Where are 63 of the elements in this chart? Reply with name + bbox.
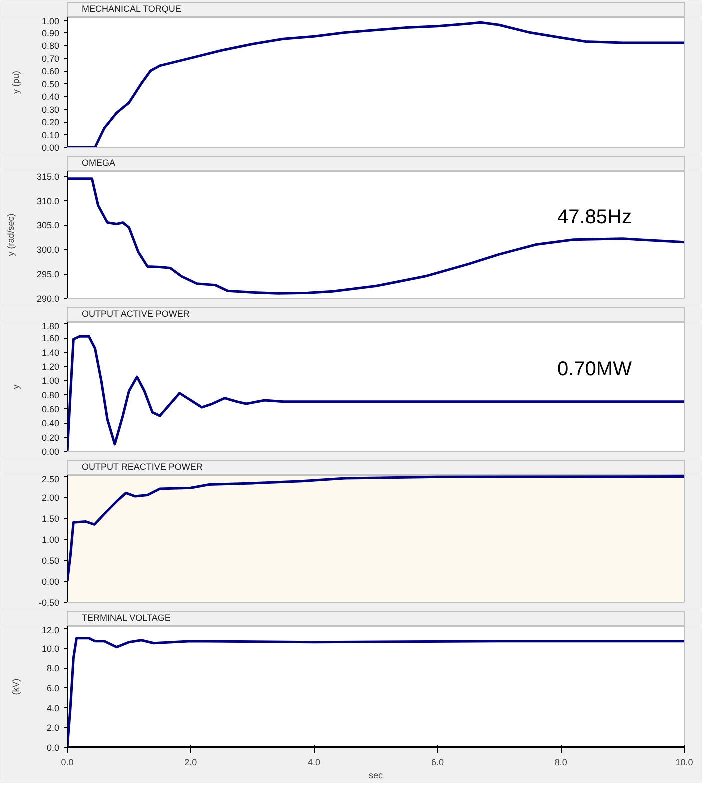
series-label: OUTPUT REACTIVE POWER [82,462,203,472]
y-tick-label: 1.00 [42,16,60,26]
series-label: OUTPUT ACTIVE POWER [82,309,190,319]
x-tick-label: 0.0 [61,758,74,768]
y-tick-label: 0.00 [42,143,60,153]
y-tick-label: 0.00 [42,447,60,457]
line-series [68,178,684,295]
y-tick-label: 4.0 [46,703,60,714]
y-tick-label: 0.80 [42,41,60,52]
x-tick-label: 10.0 [676,758,694,768]
y-tick-label: 1.00 [42,376,60,386]
y-tick-label: 1.60 [42,334,60,344]
y-axis-title: y [10,384,21,390]
y-tick-label: 0.60 [42,66,60,77]
y-axis-title: y (pu) [10,70,21,94]
y-tick-label: 0.30 [42,104,60,115]
y-tick-label: 1.20 [42,362,60,372]
y-tick-label: 8.0 [46,664,60,674]
y-tick-label: 310.0 [36,196,60,206]
y-tick-label: 0.20 [42,432,60,443]
y-tick-label: 1.50 [42,514,60,524]
y-tick-label: 2.0 [46,723,60,734]
y-tick-label: 300.0 [36,245,60,256]
x-tick-label: 6.0 [431,758,444,768]
y-tick-label: 0.60 [42,404,60,414]
y-tick-label: 1.80 [42,322,60,332]
y-tick-label: 6.0 [46,683,60,694]
annotation: 47.85Hz [558,206,632,229]
x-tick-label: 2.0 [184,758,198,768]
y-tick-label: 295.0 [36,270,60,280]
y-tick-label: 305.0 [36,220,60,231]
y-tick-label: 315.0 [36,172,60,182]
x-tick-label: 8.0 [554,758,568,768]
y-tick-label: 10.0 [42,644,60,654]
annotation: 0.70MW [558,358,632,381]
y-tick-label: 1.40 [42,348,60,358]
y-axis-title: (kV) [10,678,21,696]
y-tick-label: 0.40 [42,418,60,429]
y-tick-label: 0.20 [42,118,60,128]
y-tick-label: 0.70 [42,54,60,64]
y-tick-label: 0.50 [42,556,60,566]
y-tick-label: 0.40 [42,92,60,102]
line-series [68,476,684,583]
text: MECHANICAL TORQUE [82,4,182,14]
y-tick-label: 1.00 [42,534,60,545]
line-series [68,21,684,148]
y-tick-label: 290.0 [36,294,60,304]
y-tick-label: 2.50 [42,474,60,484]
y-tick-label: 0.00 [42,576,60,587]
y-tick-label: 12.0 [42,626,60,636]
x-axis-title: sec [368,770,384,780]
y-tick-label: 0.0 [46,743,60,753]
series-label: OMEGA [82,158,116,168]
line-series [68,335,684,452]
y-tick-label: -0.50 [38,598,60,608]
y-tick-label: 0.50 [42,79,60,90]
y-tick-label: 0.90 [42,28,60,38]
y-axis-title: y (rad/sec) [6,214,16,256]
y-tick-label: 2.00 [42,492,60,503]
series-label: TERMINAL VOLTAGE [82,613,171,623]
x-tick-label: 4.0 [308,758,321,768]
y-tick-label: 0.10 [42,130,60,140]
y-tick-label: 0.80 [42,390,60,400]
